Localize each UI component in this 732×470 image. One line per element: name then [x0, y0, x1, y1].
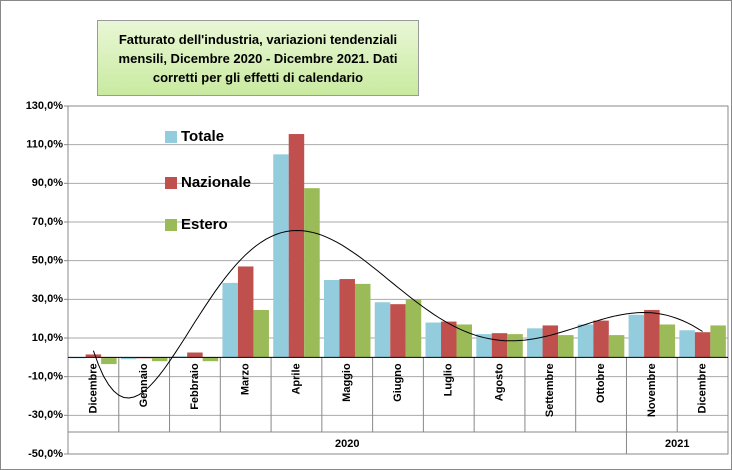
y-tick-label: 30,0%: [32, 293, 63, 305]
bar: [253, 309, 269, 358]
bar: [476, 334, 492, 358]
trendline: [92, 229, 703, 399]
legend-swatch: [165, 177, 177, 189]
plot-border: [67, 105, 729, 455]
bar: [659, 324, 676, 358]
bar: [405, 299, 422, 358]
bar: [85, 354, 102, 358]
bar: [593, 320, 609, 358]
x-tick-label: Giugno: [392, 363, 404, 402]
x-tick-label: Marzo: [240, 363, 252, 395]
y-tick-label: -30,0%: [28, 409, 63, 421]
bar: [390, 304, 406, 358]
y-tick-label: 10,0%: [32, 332, 63, 344]
bar: [339, 279, 355, 358]
bar: [558, 335, 574, 358]
bar: [304, 188, 320, 358]
bar: [237, 266, 254, 358]
bar: [187, 352, 203, 358]
bar: [425, 322, 442, 358]
x-tick-label: Ottobre: [595, 363, 607, 403]
bar: [441, 321, 457, 358]
legend-label: Nazionale: [181, 174, 251, 191]
group-label: 2020: [335, 438, 359, 450]
bar: [323, 280, 340, 358]
bar: [628, 314, 645, 358]
legend-swatch: [165, 219, 177, 231]
x-tick-label: Luglio: [443, 363, 455, 396]
y-tick-label: 50,0%: [32, 255, 63, 267]
group-label: 2021: [665, 438, 689, 450]
bar: [202, 357, 219, 362]
bar: [374, 302, 391, 358]
x-tick-label: Dicembre: [697, 363, 709, 413]
bar: [151, 357, 168, 362]
x-tick-label: Dicembre: [87, 363, 99, 413]
bar: [527, 328, 543, 358]
x-tick-label: Gennaio: [138, 363, 150, 407]
y-tick-label: 110,0%: [26, 139, 63, 151]
bar: [120, 357, 137, 360]
bar: [710, 325, 726, 358]
y-tick-label: -10,0%: [28, 371, 63, 383]
x-tick-label: Settembre: [544, 363, 556, 417]
x-tick-label: Maggio: [341, 363, 353, 402]
bar: [644, 309, 660, 358]
legend-swatch: [165, 131, 177, 143]
bar: [273, 154, 289, 358]
legend-label: Totale: [181, 128, 224, 145]
bar: [608, 335, 625, 358]
bar: [288, 134, 305, 358]
bar: [694, 332, 711, 358]
bar: [456, 324, 473, 358]
x-tick-label: Febbraio: [189, 363, 201, 410]
x-tick-label: Agosto: [493, 363, 505, 401]
bar: [491, 333, 508, 358]
y-tick-label: 130,0%: [26, 100, 64, 112]
bar: [354, 283, 371, 358]
bar: [679, 330, 695, 358]
bar: [101, 357, 117, 365]
x-tick-label: Aprile: [290, 363, 302, 394]
bar: [577, 324, 594, 358]
y-tick-label: 90,0%: [32, 177, 63, 189]
bar: [507, 334, 523, 358]
y-tick-label: 70,0%: [32, 216, 63, 228]
x-tick-label: Novembre: [646, 363, 658, 417]
y-tick-label: -50,0%: [28, 448, 63, 460]
bar: [542, 325, 559, 358]
chart-title: Fatturato dell'industria, variazioni ten…: [97, 20, 419, 96]
bar: [222, 282, 238, 358]
legend-label: Estero: [181, 216, 228, 233]
